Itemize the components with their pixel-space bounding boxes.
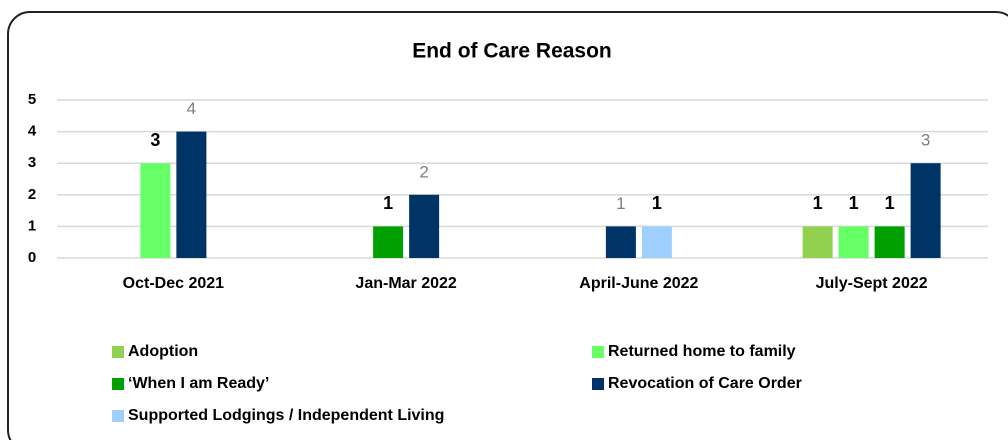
legend-swatch — [112, 410, 124, 422]
bar — [605, 226, 636, 258]
y-tick-label: 5 — [28, 91, 36, 108]
data-label: 1 — [813, 193, 823, 213]
data-label: 1 — [849, 193, 859, 213]
bar — [874, 226, 905, 258]
bar — [409, 194, 440, 258]
x-tick-label: April-June 2022 — [579, 275, 698, 292]
data-label: 1 — [383, 193, 393, 213]
y-tick-label: 3 — [28, 154, 36, 171]
data-label: 4 — [187, 99, 196, 118]
y-tick-label: 2 — [28, 186, 36, 203]
y-tick-label: 0 — [28, 249, 36, 266]
legend-label: Returned home to family — [608, 343, 796, 360]
x-tick-label: Oct-Dec 2021 — [123, 275, 224, 292]
bar — [176, 131, 207, 258]
data-label: 1 — [652, 193, 662, 213]
legend-swatch — [592, 378, 604, 390]
y-tick-label: 4 — [28, 123, 37, 140]
bar — [910, 163, 941, 258]
bar — [802, 226, 833, 258]
bar — [373, 226, 404, 258]
chart-frame — [7, 11, 1008, 445]
x-tick-label: Jan-Mar 2022 — [355, 275, 456, 292]
legend-swatch — [112, 378, 124, 390]
legend-swatch — [592, 346, 604, 358]
data-label: 3 — [921, 131, 930, 150]
legend-label: Adoption — [128, 343, 198, 360]
data-label: 1 — [616, 194, 625, 213]
x-tick-label: July-Sept 2022 — [816, 275, 928, 292]
y-tick-label: 1 — [28, 217, 36, 234]
legend-label: ‘When I am Ready’ — [128, 375, 269, 392]
data-label: 3 — [150, 130, 160, 150]
bar — [838, 226, 869, 258]
legend-label: Supported Lodgings / Independent Living — [128, 407, 444, 424]
bar — [641, 226, 672, 258]
legend-swatch — [112, 346, 124, 358]
legend-label: Revocation of Care Order — [608, 375, 802, 392]
chart-title: End of Care Reason — [412, 40, 612, 63]
data-label: 1 — [885, 193, 895, 213]
data-label: 2 — [419, 162, 428, 181]
bar — [140, 163, 171, 258]
